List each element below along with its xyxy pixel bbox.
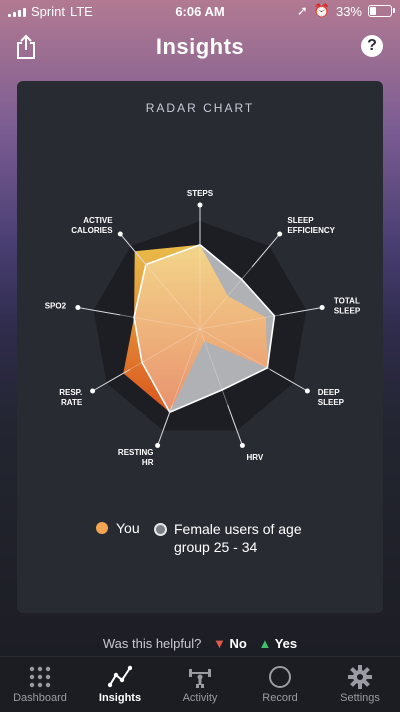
axis-end-dot xyxy=(277,231,283,237)
feedback-no-button[interactable]: ▼ No xyxy=(212,636,247,651)
settings-icon xyxy=(348,665,372,689)
tab-dashboard[interactable]: Dashboard xyxy=(0,657,80,712)
battery-percent: 33% xyxy=(335,3,362,19)
axis-label: DEEP SLEEP xyxy=(318,388,345,407)
axis-label: TOTAL SLEEP xyxy=(334,296,361,315)
tab-settings[interactable]: Settings xyxy=(320,657,400,712)
axis-leader-line xyxy=(227,404,243,446)
tab-bar: Dashboard Insights Activity Record xyxy=(0,656,400,712)
axis-leader-line xyxy=(251,233,281,268)
axis-end-dot xyxy=(75,304,81,310)
radar-chart: STEPS SLEEP EFFICIENCY TOTAL SLEEP DEEP SLEEP H… xyxy=(45,189,361,467)
legend-label-you: You xyxy=(116,520,140,536)
axis-leader-line xyxy=(92,369,131,392)
series-outline-female xyxy=(133,243,276,414)
legend-swatch-female xyxy=(154,523,167,536)
tab-record[interactable]: Record xyxy=(240,657,320,712)
thumbs-up-icon: ▲ xyxy=(258,636,272,651)
axis-label: SLEEP EFFICIENCY xyxy=(287,216,335,235)
axis-leader-line xyxy=(77,306,121,316)
clock: 6:06 AM xyxy=(175,4,225,19)
tab-activity[interactable]: Activity xyxy=(160,657,240,712)
network: LTE xyxy=(69,4,93,19)
legend-swatch-you xyxy=(96,522,108,534)
location-icon: ➚ xyxy=(296,3,308,18)
alarm-icon: ⏰ xyxy=(313,3,330,18)
axis-end-dot xyxy=(117,231,123,237)
battery-icon xyxy=(368,5,395,17)
radar-card: RADAR CHART STEPS SLEEP EFFICIENCY TOTAL SLE… xyxy=(17,81,383,613)
tab-label: Activity xyxy=(182,692,218,704)
axis-label: SPO2 xyxy=(45,301,67,310)
thumbs-down-icon: ▼ xyxy=(212,636,226,651)
activity-icon xyxy=(189,669,211,688)
axis-label: HRV xyxy=(247,453,264,462)
status-right: ➚ ⏰ 33% xyxy=(296,3,395,19)
axis-leader-line xyxy=(279,306,323,316)
tab-label: Record xyxy=(262,692,298,704)
axis-leader-line xyxy=(119,233,149,268)
header: Insights ? xyxy=(0,26,400,66)
axis-leader-line xyxy=(157,404,173,446)
axis-end-dot xyxy=(197,202,203,208)
legend-item-you: You xyxy=(96,520,140,536)
dashboard-icon xyxy=(29,666,51,688)
tab-insights[interactable]: Insights xyxy=(80,657,160,712)
axis-end-dot xyxy=(319,304,325,310)
axis-end-dot xyxy=(90,388,96,394)
insights-icon xyxy=(108,665,132,688)
legend-item-female: Female users of age group 25 - 34 xyxy=(154,520,302,556)
feedback-question: Was this helpful? xyxy=(102,636,202,651)
feedback-row: Was this helpful? ▼ No ▲ Yes xyxy=(0,636,400,651)
help-button[interactable]: ? xyxy=(361,35,383,57)
series-polygon-you xyxy=(123,244,268,413)
record-icon xyxy=(269,666,291,688)
share-icon xyxy=(17,34,35,59)
axis-end-dot xyxy=(239,443,245,449)
help-icon: ? xyxy=(367,37,377,54)
tab-label: Settings xyxy=(340,692,380,704)
share-button[interactable] xyxy=(14,34,38,60)
tab-label: Dashboard xyxy=(13,692,67,704)
axis-end-dot xyxy=(304,388,310,394)
axis-label: RESP. RATE xyxy=(59,388,83,407)
status-left: Sprint LTE xyxy=(8,4,93,19)
axis-label: RESTING HR xyxy=(118,448,154,467)
axis-label: STEPS xyxy=(187,189,214,198)
card-title: RADAR CHART xyxy=(145,101,255,115)
status-bar: Sprint LTE 6:06 AM ➚ ⏰ 33% xyxy=(0,0,400,24)
axis-leader-line xyxy=(269,369,308,392)
legend-label-female: Female users of age group 25 - 34 xyxy=(174,521,302,555)
axis-end-dot xyxy=(155,443,161,449)
signal-icon xyxy=(8,7,26,17)
page-title: Insights xyxy=(155,34,245,59)
axis-label: ACTIVE CALORIES xyxy=(71,216,113,235)
tab-label: Insights xyxy=(98,692,142,704)
feedback-yes-button[interactable]: ▲ Yes xyxy=(258,636,298,651)
carrier: Sprint xyxy=(31,4,65,19)
